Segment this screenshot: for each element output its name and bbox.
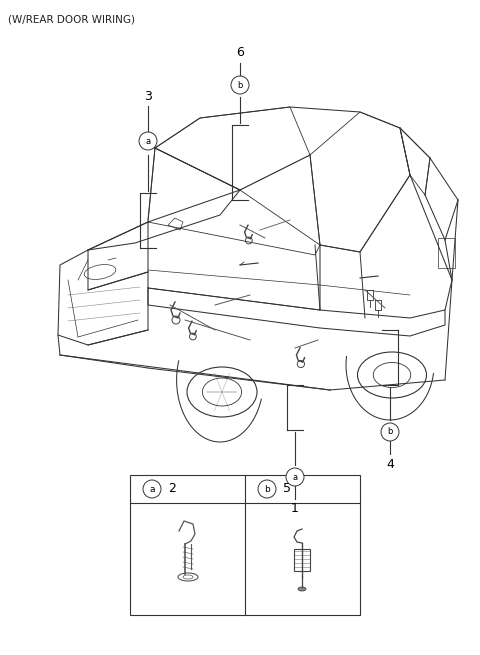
Text: 4: 4 <box>386 457 394 470</box>
Circle shape <box>286 468 304 486</box>
Text: b: b <box>264 485 270 493</box>
Polygon shape <box>168 218 183 230</box>
Text: a: a <box>292 472 298 481</box>
Circle shape <box>231 76 249 94</box>
Text: a: a <box>145 136 151 145</box>
Circle shape <box>258 480 276 498</box>
Circle shape <box>381 423 399 441</box>
Text: 5: 5 <box>283 483 291 495</box>
Bar <box>438 238 455 268</box>
Text: b: b <box>387 428 393 436</box>
Text: b: b <box>237 81 243 90</box>
Text: 1: 1 <box>291 502 299 515</box>
Text: 6: 6 <box>236 47 244 60</box>
Circle shape <box>143 480 161 498</box>
Text: 2: 2 <box>168 483 176 495</box>
Ellipse shape <box>298 587 306 591</box>
Bar <box>130 475 360 615</box>
Text: a: a <box>149 485 155 493</box>
Circle shape <box>139 132 157 150</box>
Text: (W/REAR DOOR WIRING): (W/REAR DOOR WIRING) <box>8 14 135 24</box>
Bar <box>294 549 310 571</box>
Text: 3: 3 <box>144 90 152 102</box>
